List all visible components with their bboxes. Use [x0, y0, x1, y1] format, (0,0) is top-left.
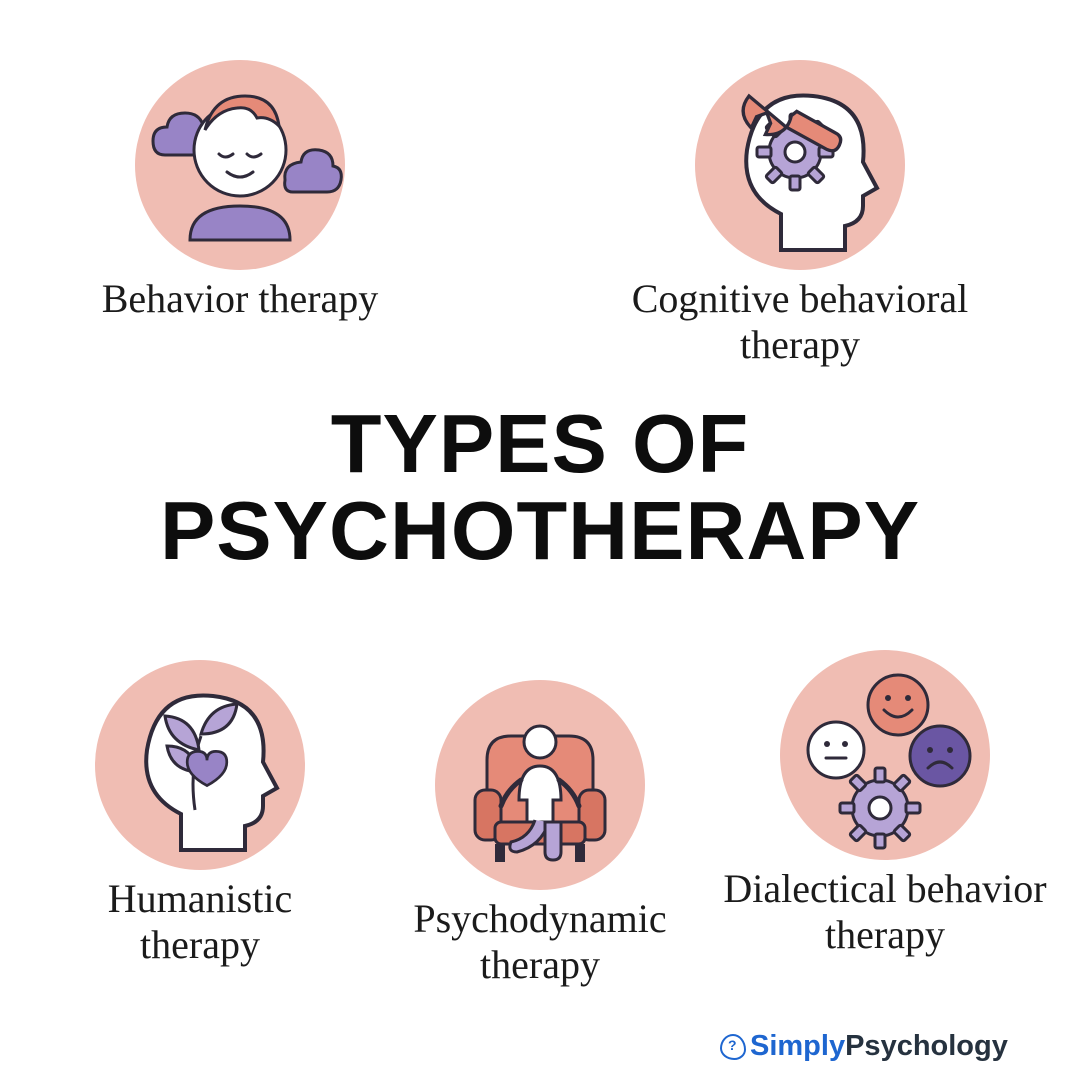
badge-humanistic [95, 660, 305, 870]
logo-word-psychology: Psychology [845, 1030, 1008, 1062]
calm-person-icon [135, 60, 345, 270]
label-cbt: Cognitive behavioral therapy [610, 276, 990, 368]
label-humanistic: Humanistic therapy [50, 876, 350, 968]
page-title: TYPES OF PSYCHOTHERAPY [0, 400, 1080, 574]
title-line1: TYPES OF [331, 397, 749, 490]
item-behavior: Behavior therapy [90, 60, 390, 322]
badge-behavior [135, 60, 345, 270]
item-humanistic: Humanistic therapy [50, 660, 350, 968]
item-psychodynamic: Psychodynamic therapy [390, 680, 690, 988]
badge-cbt [695, 60, 905, 270]
label-psychodynamic: Psychodynamic therapy [390, 896, 690, 988]
brain-icon [720, 1034, 746, 1060]
item-cbt: Cognitive behavioral therapy [610, 60, 990, 368]
head-plant-heart-icon [95, 660, 305, 870]
title-line2: PSYCHOTHERAPY [160, 484, 920, 577]
brand-logo: SimplyPsychology [720, 1030, 1008, 1063]
logo-word-simply: Simply [750, 1030, 845, 1062]
label-behavior: Behavior therapy [102, 276, 379, 322]
head-gear-wrench-icon [695, 60, 905, 270]
badge-psychodynamic [435, 680, 645, 890]
emotions-gear-icon [780, 650, 990, 860]
item-dbt: Dialectical behavior therapy [720, 650, 1050, 958]
badge-dbt [780, 650, 990, 860]
label-dbt: Dialectical behavior therapy [720, 866, 1050, 958]
person-armchair-icon [435, 680, 645, 890]
